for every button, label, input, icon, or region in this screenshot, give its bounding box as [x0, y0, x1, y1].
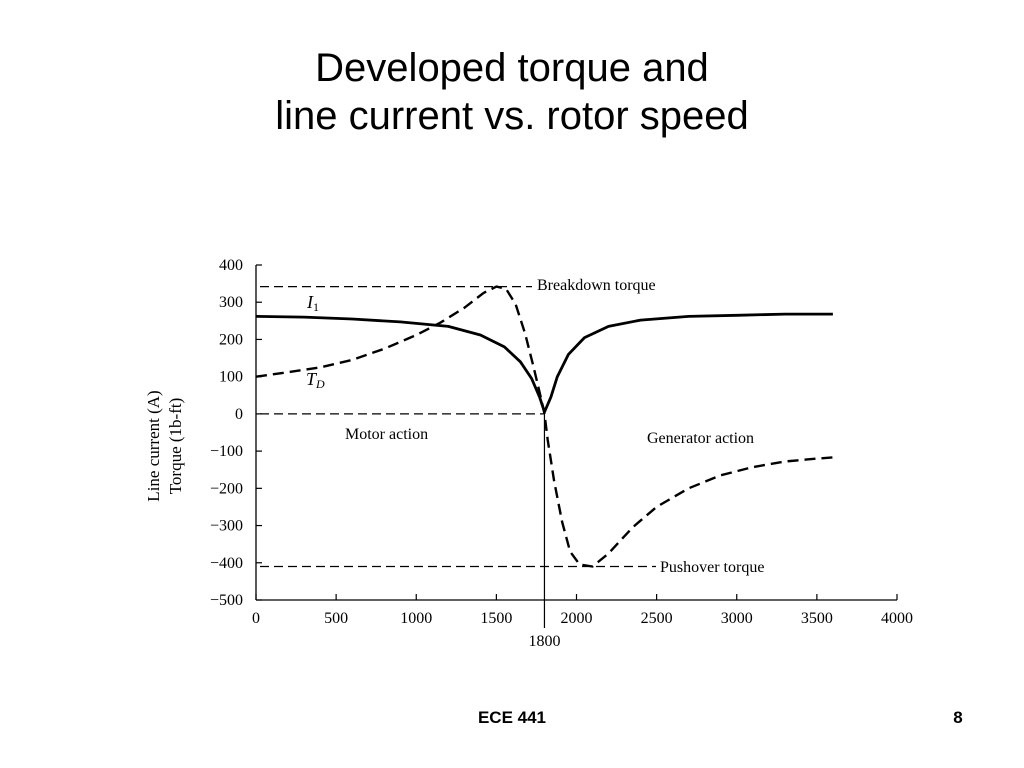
- x-tick-label: 0: [252, 610, 260, 627]
- y-tick-label: 100: [219, 369, 243, 386]
- x-tick-label: 2000: [561, 610, 593, 627]
- y-axis-label-line-1: Line current (A): [144, 390, 163, 501]
- slide-title: Developed torque and line current vs. ro…: [0, 44, 1024, 140]
- y-tick-label: 0: [235, 406, 243, 423]
- x-tick-label: 4000: [881, 610, 913, 627]
- breakdown-torque-label: Breakdown torque: [537, 277, 656, 294]
- i1-series-label: I1: [306, 292, 319, 314]
- footer-course-label: ECE 441: [477, 708, 547, 727]
- y-tick-label: −100: [210, 443, 243, 460]
- pushover-torque-label: Pushover torque: [660, 559, 764, 576]
- y-axis-label-line-2: Torque (1b-ft): [166, 398, 185, 495]
- page-number: 8: [953, 708, 963, 727]
- chart-axes: 0 500 1000 1500 2000 2500 3000 3500 400040030020…: [210, 257, 913, 650]
- y-tick-label: −400: [210, 555, 243, 572]
- sync-speed-label: 1800: [528, 633, 560, 650]
- slide-title-line-1: Developed torque and: [315, 46, 709, 90]
- x-tick-label: 1500: [480, 610, 512, 627]
- x-tick-label: 2500: [641, 610, 673, 627]
- y-tick-label: 400: [219, 257, 243, 274]
- x-tick-label: 3500: [801, 610, 833, 627]
- y-tick-label: −200: [210, 480, 243, 497]
- series-line-td: [255, 285, 833, 568]
- slide-title-line-2: line current vs. rotor speed: [275, 94, 749, 138]
- y-tick-label: 200: [219, 331, 243, 348]
- y-tick-label: −300: [210, 518, 243, 535]
- i1-label-main: I: [306, 292, 314, 312]
- chart-series: [255, 285, 833, 568]
- td-label-main: T: [306, 369, 318, 389]
- y-tick-label: 300: [219, 294, 243, 311]
- x-tick-label: 3000: [721, 610, 753, 627]
- td-label-sub: D: [315, 377, 325, 391]
- x-tick-label: 500: [324, 610, 348, 627]
- y-tick-label: −500: [210, 592, 243, 609]
- td-series-label: TD: [306, 369, 325, 391]
- motor-action-label: Motor action: [345, 426, 428, 443]
- i1-label-sub: 1: [313, 300, 319, 314]
- x-tick-label: 1000: [400, 610, 432, 627]
- generator-action-label: Generator action: [647, 430, 754, 447]
